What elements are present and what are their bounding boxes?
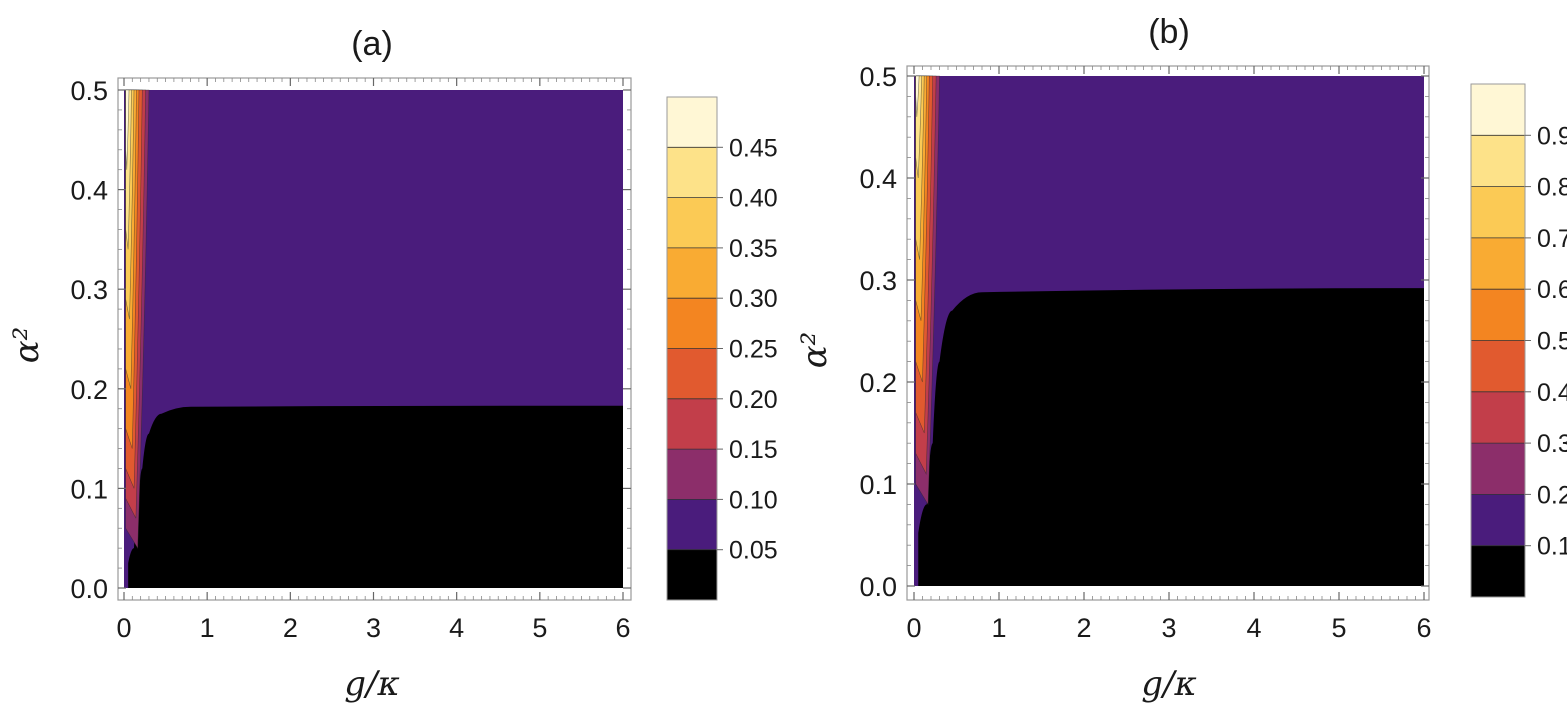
colorbar-tick-label: 0.30 — [729, 285, 778, 313]
x-tick-label: 6 — [1416, 613, 1431, 643]
panel-title: (b) — [1148, 13, 1190, 51]
colorbar-band — [1471, 443, 1525, 495]
colorbar-band — [667, 97, 717, 148]
colorbar-tick-label: 0.45 — [729, 134, 778, 162]
y-tick-label: 0.5 — [859, 62, 897, 92]
panel-b: 0 1 2 3 4 5 6 0.0 0.1 0.2 0.3 0.4 0.5 (b) g/κ α² 0.1 0.2 0… — [795, 13, 1567, 704]
x-tick-label: 4 — [1246, 613, 1261, 643]
colorbar-band — [667, 197, 717, 248]
y-tick-label: 0.4 — [859, 164, 897, 194]
contour-region-level-10 — [915, 75, 920, 117]
x-tick-label: 2 — [283, 613, 298, 643]
colorbar-band — [1471, 135, 1525, 187]
x-tick-label: 2 — [1076, 613, 1091, 643]
colorbar-band — [1471, 237, 1525, 290]
colorbar-tick-label: 0.40 — [729, 185, 778, 213]
y-tick-label: 0.4 — [70, 176, 108, 206]
colorbar-band — [1471, 289, 1525, 341]
colorbar-tick-label: 0.05 — [729, 537, 778, 565]
colorbar-tick-label: 0.6 — [1537, 276, 1567, 304]
colorbar-band — [1471, 340, 1525, 392]
colorbar-tick-label: 0.35 — [729, 235, 778, 263]
y-tick-label: 0.0 — [859, 572, 897, 602]
colorbar-band — [667, 147, 717, 198]
x-tick-label: 6 — [615, 613, 630, 643]
colorbar-tick-label: 0.1 — [1537, 533, 1567, 561]
colorbar-band — [1471, 494, 1525, 546]
x-axis-label: g/κ — [344, 664, 400, 704]
contour-region-level-1 — [918, 288, 1424, 586]
colorbar-band — [667, 398, 717, 450]
y-tick-label: 0.3 — [859, 266, 897, 296]
colorbar-tick-label: 0.4 — [1537, 379, 1567, 407]
x-tick-label: 1 — [200, 613, 215, 643]
contour-region-level-1 — [128, 405, 624, 588]
contour-region-level-10 — [125, 89, 130, 170]
colorbar-tick-label: 0.2 — [1537, 481, 1567, 509]
colorbar-band — [1471, 391, 1525, 444]
panel-title: (a) — [351, 25, 393, 63]
colorbar-band — [1471, 545, 1525, 597]
panel-a: 0 1 2 3 4 5 6 0.0 0.1 0.2 0.3 0.4 0.5 (a) g/κ α² 0.05 0.1… — [7, 25, 778, 704]
colorbar-band — [667, 499, 717, 550]
y-tick-label: 0.1 — [859, 470, 897, 500]
colorbar-tick-label: 0.3 — [1537, 430, 1567, 458]
x-tick-label: 4 — [449, 613, 464, 643]
y-axis-label: α² — [7, 327, 47, 364]
x-tick-label: 0 — [906, 613, 921, 643]
colorbar-band — [667, 298, 717, 349]
x-tick-label: 3 — [1161, 613, 1176, 643]
colorbar-band — [667, 348, 717, 399]
x-tick-label: 0 — [116, 613, 131, 643]
x-tick-label: 1 — [991, 613, 1006, 643]
colorbar-band — [1471, 84, 1525, 136]
colorbar-band — [1471, 186, 1525, 238]
colorbar-band — [667, 247, 717, 299]
colorbar-tick-label: 0.25 — [729, 336, 778, 364]
colorbar-tick-label: 0.7 — [1537, 225, 1567, 253]
colorbar-band — [667, 549, 717, 600]
y-tick-label: 0.2 — [859, 368, 897, 398]
y-tick-label: 0.0 — [70, 574, 108, 604]
x-tick-label: 5 — [532, 613, 547, 643]
colorbar-tick-label: 0.8 — [1537, 174, 1567, 202]
x-tick-label: 5 — [1331, 613, 1346, 643]
colorbar-tick-label: 0.9 — [1537, 122, 1567, 150]
colorbar-tick-label: 0.20 — [729, 386, 778, 414]
y-tick-label: 0.3 — [70, 275, 108, 305]
y-tick-label: 0.5 — [70, 76, 108, 106]
x-tick-label: 3 — [366, 613, 381, 643]
x-axis-label: g/κ — [1141, 664, 1197, 704]
colorbar-tick-label: 0.5 — [1537, 328, 1567, 356]
colorbar-tick-label: 0.10 — [729, 486, 778, 514]
y-tick-label: 0.1 — [70, 474, 108, 504]
colorbar-tick-label: 0.15 — [729, 436, 778, 464]
y-axis-label: α² — [795, 332, 835, 369]
y-tick-label: 0.2 — [70, 375, 108, 405]
colorbar-band — [667, 449, 717, 500]
